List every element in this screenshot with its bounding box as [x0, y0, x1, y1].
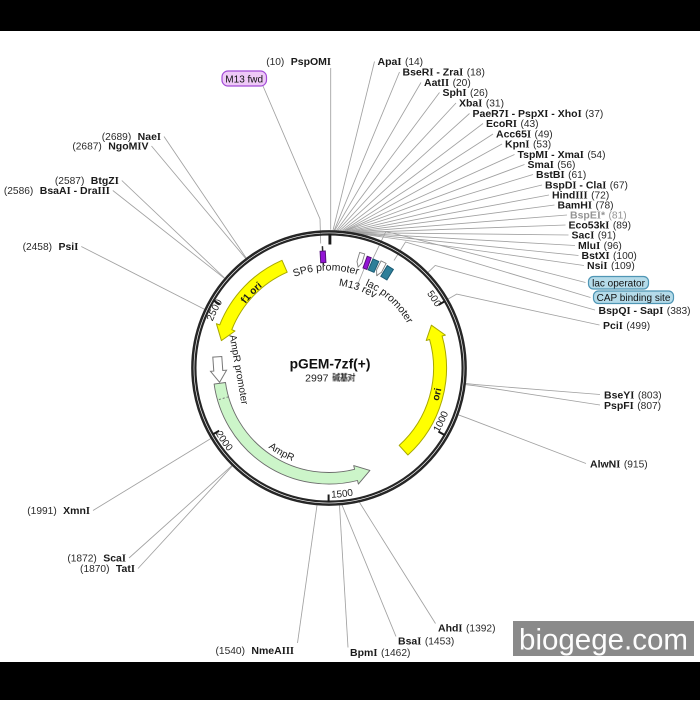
svg-text:BstXI(100): BstXI (100) — [582, 250, 637, 262]
svg-text:Acc65I(49): Acc65I (49) — [496, 129, 553, 141]
svg-text:1500: 1500 — [331, 488, 354, 501]
svg-text:HindIII(72): HindIII (72) — [552, 190, 609, 202]
svg-text:SmaI(56): SmaI (56) — [528, 159, 576, 171]
svg-text:M13 fwd: M13 fwd — [225, 74, 263, 85]
svg-text:CAP binding site: CAP binding site — [597, 293, 671, 304]
svg-text:SphI(26): SphI (26) — [443, 87, 489, 99]
svg-text:(1991) XmnI: (1991) XmnI — [27, 505, 90, 517]
svg-text:ApaI(14): ApaI (14) — [378, 56, 424, 68]
svg-text:PspFI(807): PspFI (807) — [604, 400, 661, 412]
svg-text:BseRI - ZraI(18): BseRI - ZraI (18) — [403, 67, 485, 79]
svg-text:XbaI(31): XbaI (31) — [459, 98, 504, 110]
svg-text:lac operator: lac operator — [592, 278, 645, 289]
svg-text:BspEI*(81): BspEI* (81) — [570, 210, 627, 222]
svg-text:SacI(91): SacI (91) — [572, 230, 616, 242]
svg-text:AatII(20): AatII (20) — [424, 77, 471, 89]
svg-text:MluI(96): MluI (96) — [578, 240, 622, 252]
svg-text:KpnI(53): KpnI (53) — [505, 139, 551, 151]
svg-text:2997: 2997 — [305, 372, 329, 384]
svg-text:BsaI(1453): BsaI (1453) — [398, 636, 454, 648]
svg-text:(2587) BtgZI: (2587) BtgZI — [55, 175, 119, 187]
svg-text:AhdI(1392): AhdI (1392) — [438, 623, 495, 635]
svg-text:BstBI(61): BstBI (61) — [536, 169, 586, 181]
svg-text:pGEM-7zf(+): pGEM-7zf(+) — [290, 357, 371, 372]
svg-text:BamHI(78): BamHI (78) — [558, 200, 614, 212]
svg-text:BseYI(803): BseYI (803) — [604, 390, 662, 402]
svg-text:(1872) ScaI: (1872) ScaI — [67, 553, 126, 565]
svg-text:PciI(499): PciI (499) — [603, 320, 650, 332]
svg-text:(2687) NgoMIV: (2687) NgoMIV — [72, 141, 148, 153]
svg-text:(2458) PsiI: (2458) PsiI — [23, 241, 79, 253]
svg-text:Eco53kI(89): Eco53kI (89) — [569, 220, 632, 232]
svg-text:(1870) TatI: (1870) TatI — [80, 563, 135, 575]
svg-text:(1540) NmeAIII: (1540) NmeAIII — [216, 645, 294, 657]
svg-text:(2586) BsaAI - DraIII: (2586) BsaAI - DraIII — [4, 185, 110, 197]
svg-text:TspMI - XmaI(54): TspMI - XmaI (54) — [518, 149, 606, 161]
svg-text:BspDI - ClaI(67): BspDI - ClaI (67) — [545, 180, 628, 192]
svg-text:EcoRI(43): EcoRI (43) — [486, 118, 539, 130]
svg-text:ori: ori — [431, 387, 445, 402]
svg-text:(10) PspOMI: (10) PspOMI — [266, 56, 331, 68]
svg-text:PaeR7I - PspXI - XhoI(37): PaeR7I - PspXI - XhoI (37) — [473, 108, 604, 120]
svg-text:NsiI(109): NsiI (109) — [587, 260, 635, 272]
svg-text:(2689) NaeI: (2689) NaeI — [102, 131, 161, 143]
svg-text:BpmI(1462): BpmI (1462) — [350, 647, 410, 659]
svg-text:AlwNI(915): AlwNI (915) — [590, 459, 648, 471]
svg-text:BspQI - SapI(383): BspQI - SapI (383) — [599, 305, 691, 317]
svg-text:biogege.com: biogege.com — [519, 624, 688, 657]
